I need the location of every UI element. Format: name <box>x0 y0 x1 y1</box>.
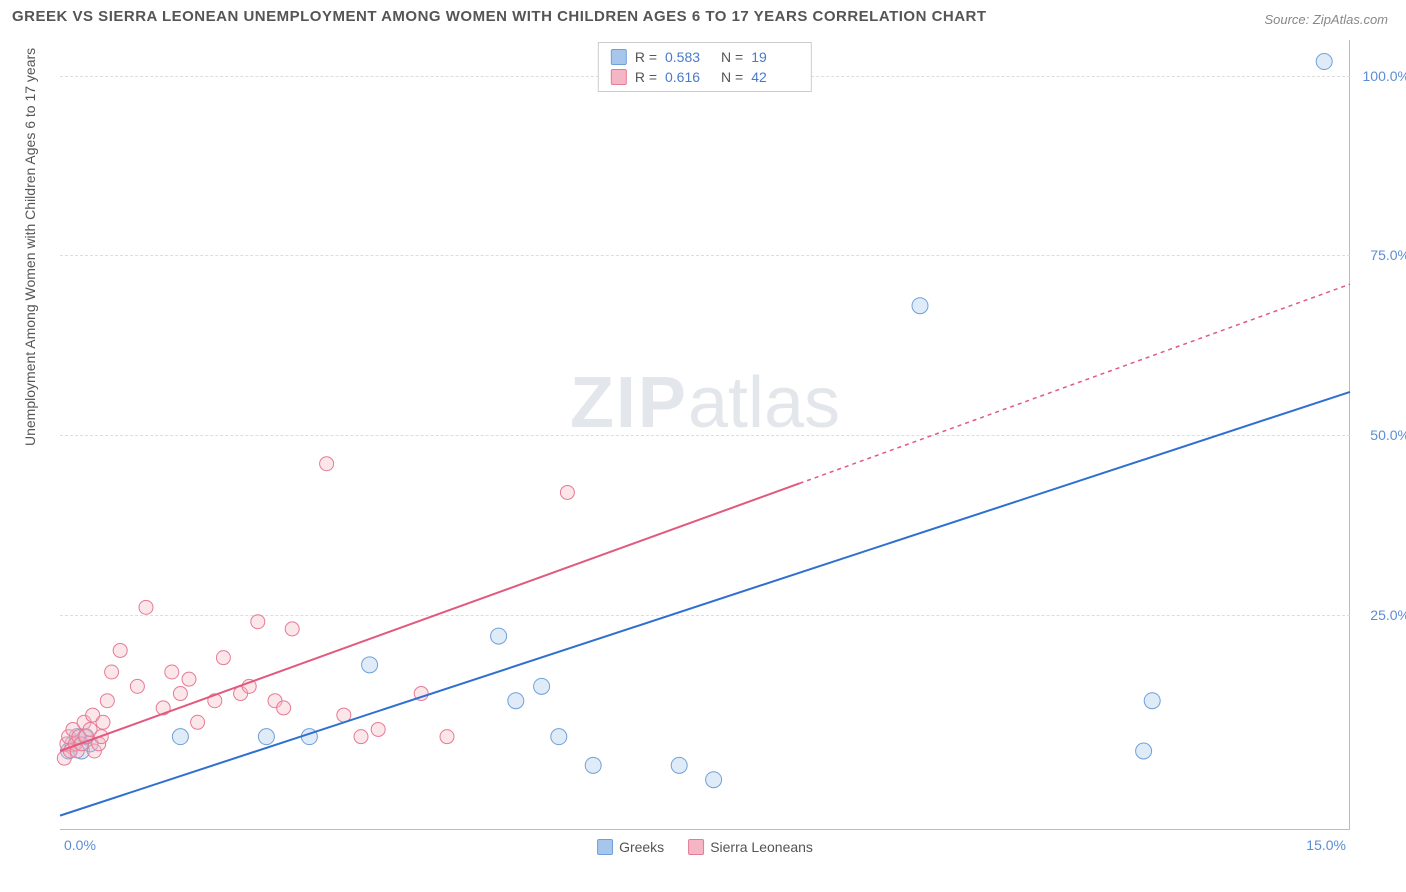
data-point <box>320 457 334 471</box>
data-point <box>1316 54 1332 70</box>
legend-n-label: N = <box>721 69 743 85</box>
data-point <box>706 772 722 788</box>
legend-row: R = 0.616 N = 42 <box>607 67 803 87</box>
data-point <box>560 485 574 499</box>
legend-swatch <box>611 69 627 85</box>
data-point <box>440 730 454 744</box>
data-point <box>285 622 299 636</box>
trend-line-extrapolated <box>800 284 1350 483</box>
data-point <box>258 729 274 745</box>
y-tick-label: 50.0% <box>1370 427 1406 443</box>
data-point <box>912 298 928 314</box>
data-point <box>354 730 368 744</box>
data-point <box>173 687 187 701</box>
y-tick-label: 25.0% <box>1370 607 1406 623</box>
legend-r-label: R = <box>635 69 657 85</box>
data-point <box>585 757 601 773</box>
data-point <box>191 715 205 729</box>
legend-item: Sierra Leoneans <box>688 839 813 855</box>
x-tick-min: 0.0% <box>64 837 96 853</box>
y-tick-label: 75.0% <box>1370 247 1406 263</box>
data-point <box>1136 743 1152 759</box>
scatter-plot <box>60 40 1350 829</box>
legend-r-label: R = <box>635 49 657 65</box>
data-point <box>1144 693 1160 709</box>
data-point <box>182 672 196 686</box>
x-tick-max: 15.0% <box>1306 837 1346 853</box>
plot-area: ZIPatlas 25.0%50.0%75.0%100.0% R =0.583N… <box>60 40 1350 830</box>
legend-r-value: 0.583 <box>665 49 713 65</box>
source-label: Source: ZipAtlas.com <box>1264 12 1388 27</box>
data-point <box>172 729 188 745</box>
data-point <box>216 651 230 665</box>
data-point <box>508 693 524 709</box>
series-legend: Greeks Sierra Leoneans <box>597 839 813 855</box>
data-point <box>96 715 110 729</box>
data-point <box>371 722 385 736</box>
data-point <box>139 600 153 614</box>
legend-item: Greeks <box>597 839 664 855</box>
data-point <box>551 729 567 745</box>
data-point <box>100 694 114 708</box>
data-point <box>165 665 179 679</box>
correlation-legend: R = 0.583 N = 19 R = 0.616 N = 42 <box>598 42 812 92</box>
data-point <box>491 628 507 644</box>
y-tick-label: 100.0% <box>1363 68 1406 84</box>
trend-line <box>60 392 1350 816</box>
data-point <box>362 657 378 673</box>
legend-n-label: N = <box>721 49 743 65</box>
data-point <box>277 701 291 715</box>
data-point <box>130 679 144 693</box>
chart-title: GREEK VS SIERRA LEONEAN UNEMPLOYMENT AMO… <box>12 8 987 25</box>
legend-row: R = 0.583 N = 19 <box>607 47 803 67</box>
legend-label: Greeks <box>619 839 664 855</box>
data-point <box>671 757 687 773</box>
chart-container: GREEK VS SIERRA LEONEAN UNEMPLOYMENT AMO… <box>0 0 1406 892</box>
data-point <box>105 665 119 679</box>
legend-swatch <box>611 49 627 65</box>
data-point <box>251 615 265 629</box>
data-point <box>113 643 127 657</box>
legend-label: Sierra Leoneans <box>710 839 813 855</box>
y-axis-label: Unemployment Among Women with Children A… <box>22 48 38 446</box>
legend-r-value: 0.616 <box>665 69 713 85</box>
legend-swatch <box>688 839 704 855</box>
data-point <box>534 678 550 694</box>
legend-swatch <box>597 839 613 855</box>
trend-line <box>60 483 800 751</box>
legend-n-value: 19 <box>751 49 799 65</box>
legend-n-value: 42 <box>751 69 799 85</box>
